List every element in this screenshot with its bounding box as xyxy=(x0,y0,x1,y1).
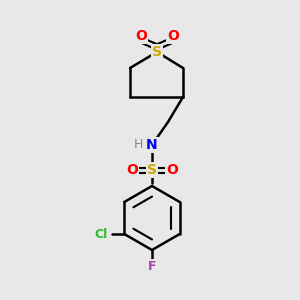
Text: Cl: Cl xyxy=(95,227,108,241)
Text: F: F xyxy=(148,260,156,272)
Text: S: S xyxy=(152,45,162,59)
Text: O: O xyxy=(126,163,138,177)
Text: O: O xyxy=(167,29,179,43)
Text: N: N xyxy=(146,138,158,152)
Text: H: H xyxy=(133,139,143,152)
Text: O: O xyxy=(166,163,178,177)
Text: S: S xyxy=(147,163,157,177)
Text: O: O xyxy=(135,29,147,43)
